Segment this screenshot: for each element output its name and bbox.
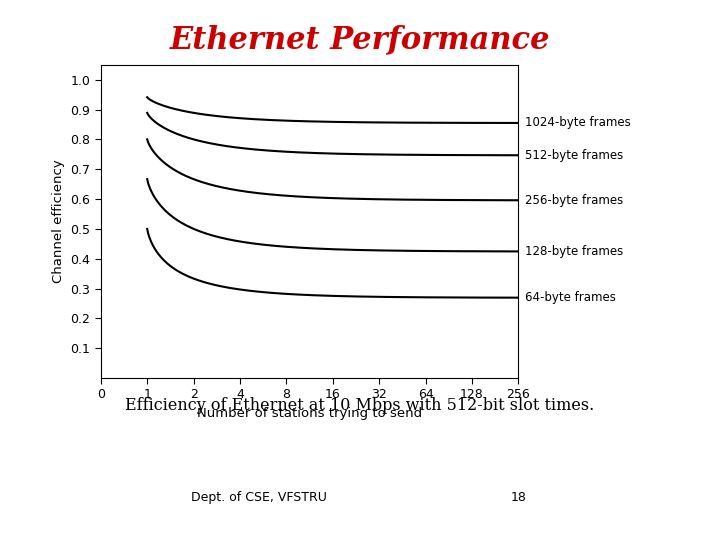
Text: Dept. of CSE, VFSTRU: Dept. of CSE, VFSTRU bbox=[192, 491, 327, 504]
Text: 18: 18 bbox=[510, 491, 526, 504]
Text: Efficiency of Ethernet at 10 Mbps with 512-bit slot times.: Efficiency of Ethernet at 10 Mbps with 5… bbox=[125, 397, 595, 414]
Text: 512-byte frames: 512-byte frames bbox=[526, 148, 624, 162]
Y-axis label: Channel efficiency: Channel efficiency bbox=[52, 159, 65, 284]
Text: 64-byte frames: 64-byte frames bbox=[526, 291, 616, 304]
X-axis label: Number of stations trying to send: Number of stations trying to send bbox=[197, 407, 422, 420]
Text: 256-byte frames: 256-byte frames bbox=[526, 194, 624, 207]
Text: Ethernet Performance: Ethernet Performance bbox=[170, 24, 550, 55]
Text: 128-byte frames: 128-byte frames bbox=[526, 245, 624, 258]
Text: 1024-byte frames: 1024-byte frames bbox=[526, 117, 631, 130]
